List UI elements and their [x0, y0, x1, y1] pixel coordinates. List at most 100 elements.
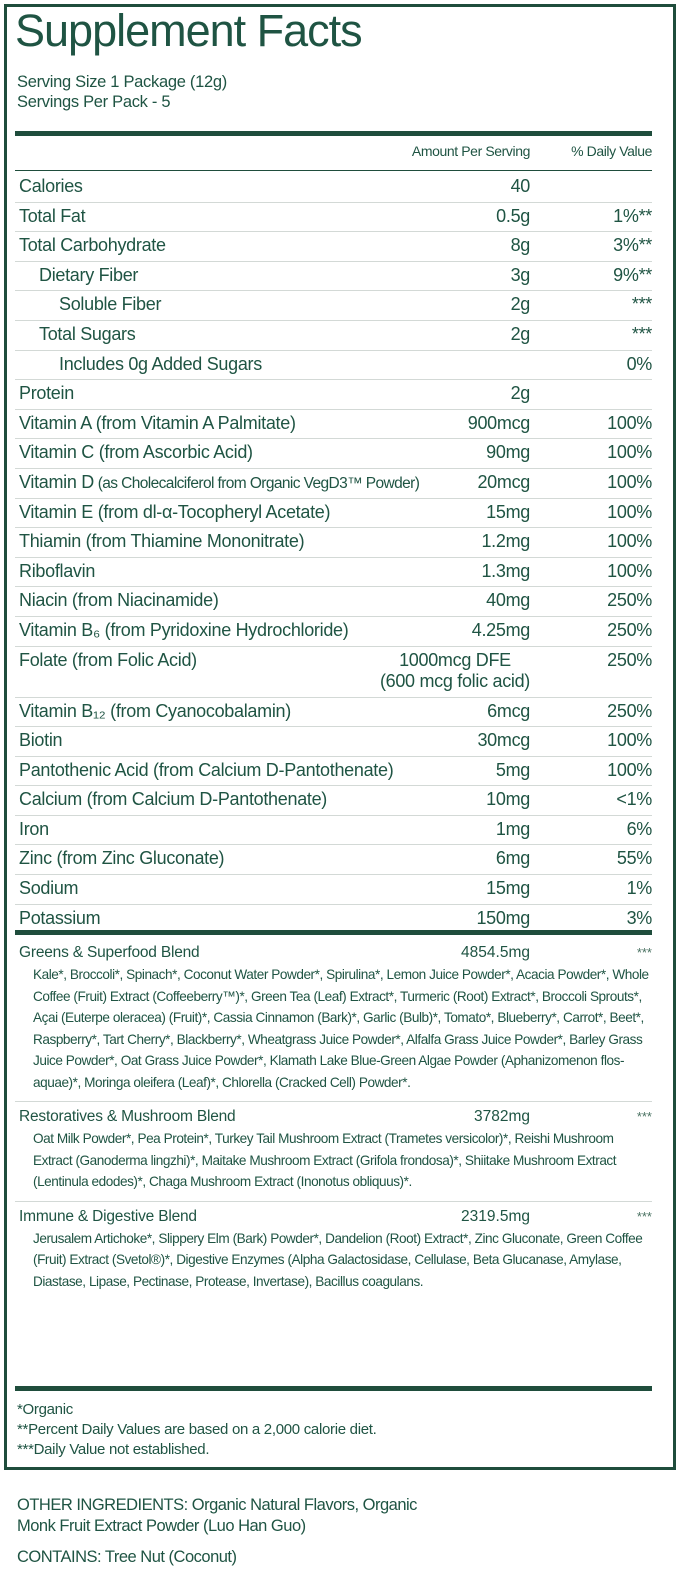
nutrient-row: Protein 2g [15, 380, 652, 410]
nutrient-row: Total Carbohydrate 8g 3%** [15, 232, 652, 262]
nutrient-label: Pantothenic Acid (from Calcium D-Pantoth… [19, 760, 394, 781]
nutrient-label: Iron [19, 819, 49, 840]
nutrient-amount: 150mg [476, 908, 530, 929]
nutrient-amount: 1.2mg [481, 531, 530, 552]
supplement-facts-panel [4, 4, 676, 1470]
amount-value: 15mg [486, 501, 530, 522]
nutrient-amount: 2g [510, 323, 531, 345]
footnote-daily-values: **Percent Daily Values are based on a 2,… [17, 1421, 377, 1438]
daily-value: 100% [607, 442, 652, 463]
thick-divider [15, 930, 652, 935]
nutrient-name: Dietary Fiber [39, 264, 139, 285]
nutrient-amount: 4.25mg [471, 619, 531, 641]
nutrient-name: Folate (from Folic Acid) [19, 649, 197, 670]
blend-ingredients: Kale*, Broccoli*, Spinach*, Coconut Wate… [33, 967, 649, 1090]
amount-value: 4.25mg [471, 619, 531, 640]
amount-value: 2g [510, 323, 531, 344]
nutrient-row: Vitamin A (from Vitamin A Palmitate) 900m… [15, 410, 652, 440]
nutrient-amount: 2g [510, 294, 531, 315]
daily-value: 100% [607, 412, 652, 433]
nutrient-label: Folate (from Folic Acid) [19, 650, 197, 671]
nutrient-amount: 8g [510, 235, 531, 256]
blend-section: Restoratives & Mushroom Blend 3782mg *** Oa… [15, 1102, 652, 1202]
amount-value: 1.3mg [481, 560, 530, 581]
nutrient-label: Sodium [19, 878, 79, 899]
nutrient-row: Vitamin C (from Ascorbic Acid) 90mg 100% [15, 439, 652, 469]
amount-value: 5mg [495, 759, 530, 780]
amount-value: 1mg [495, 818, 530, 839]
nutrient-label: Vitamin B₆ (from Pyridoxine Hydrochlorid… [19, 620, 349, 641]
blend-name: Immune & Digestive Blend [19, 1207, 197, 1225]
nutrient-amount: 40mg [486, 590, 530, 611]
servings-per-pack: Servings Per Pack - 5 [17, 93, 171, 111]
nutrient-row: Dietary Fiber 3g 9%** [15, 262, 652, 292]
daily-value: 0% [626, 353, 653, 374]
nutrient-label: Calories [19, 176, 83, 197]
nutrient-row: Folate (from Folic Acid) 1000mcg DFE (600 … [15, 647, 652, 698]
nutrient-row: Vitamin D (as Cholecalciferol from Organ… [15, 469, 652, 499]
daily-value: 100% [607, 759, 652, 780]
blend-ingredients: Jerusalem Artichoke*, Slippery Elm (Bark… [33, 1230, 643, 1289]
nutrient-label: Protein [19, 383, 74, 404]
nutrient-name: Vitamin A (from Vitamin A Palmitate) [19, 412, 296, 433]
nutrient-row: Total Sugars 2g *** [15, 321, 652, 351]
nutrient-amount: 40 [510, 176, 531, 197]
amount-note: (600 mcg folic acid) [379, 670, 530, 691]
nutrient-label: Total Fat [19, 205, 86, 227]
nutrient-name: Riboflavin [19, 560, 96, 581]
nutrient-label: Vitamin D (as Cholecalciferol from Organ… [19, 471, 420, 493]
daily-value: 100% [607, 531, 652, 552]
daily-value: 9%** [613, 264, 652, 285]
amount-value: 20mcg [477, 471, 530, 492]
amount-value: 8g [510, 235, 531, 256]
daily-value: 1% [626, 878, 653, 899]
nutrient-name: Total Carbohydrate [19, 235, 166, 256]
amount-value: 10mg [486, 789, 530, 810]
nutrient-row: Potassium 150mg 3% [15, 905, 652, 934]
nutrient-row: Calories 40 [15, 173, 652, 203]
nutrient-name: Biotin [19, 730, 63, 751]
amount-per-serving-header: Amount Per Serving [411, 143, 530, 159]
daily-value: 3% [626, 907, 653, 928]
nutrient-amount: 5mg [496, 760, 530, 781]
nutrient-name: Zinc (from Zinc Gluconate) [19, 848, 225, 869]
nutrient-amount: 10mg [486, 789, 530, 810]
nutrient-row: Thiamin (from Thiamine Mononitrate) 1.2mg… [15, 528, 652, 558]
blend-name: Restoratives & Mushroom Blend [19, 1108, 236, 1125]
nutrient-row: Sodium 15mg 1% [15, 875, 652, 905]
nutrient-name: Sodium [19, 878, 79, 899]
blend-section: Immune & Digestive Blend 2319.5mg *** Jerus… [15, 1202, 652, 1301]
nutrient-row: Calcium (from Calcium D-Pantothenate) 10m… [15, 786, 652, 816]
thick-divider [15, 1386, 652, 1391]
daily-value-header: % Daily Value [571, 143, 652, 159]
daily-value: 250% [607, 700, 652, 721]
nutrient-table: Calories 40 Total Fat 0.5g 1%** Total Carbohy… [15, 173, 652, 933]
nutrient-label: Vitamin C (from Ascorbic Acid) [19, 442, 253, 463]
nutrient-amount: 1000mcg DFE (600 mcg folic acid) [380, 650, 530, 692]
blend-amount: 2319.5mg [461, 1207, 530, 1225]
amount-value: 15mg [486, 878, 530, 899]
allergen-statement: CONTAINS: Tree Nut (Coconut) [17, 1548, 237, 1566]
nutrient-amount: 6mg [496, 848, 530, 869]
nutrient-amount: 0.5g [496, 206, 530, 227]
nutrient-amount: 1mg [496, 819, 530, 840]
amount-value: 40 [510, 176, 531, 196]
daily-value: 3%** [613, 235, 652, 256]
amount-value: 30mcg [477, 730, 530, 751]
blend-daily-value: *** [636, 1109, 652, 1124]
amount-value: 1000mcg DFE [399, 649, 511, 670]
amount-value: 40mg [486, 590, 530, 611]
nutrient-name: Total Fat [19, 205, 86, 226]
daily-value: 100% [607, 560, 652, 581]
nutrient-row: Riboflavin 1.3mg 100% [15, 558, 652, 588]
footnote-organic: *Organic [17, 1401, 73, 1418]
amount-value: 0.5g [496, 205, 530, 226]
amount-value: 2g [510, 294, 531, 315]
blend-list: Greens & Superfood Blend 4854.5mg *** Kale*… [15, 938, 652, 1300]
daily-value: <1% [616, 789, 652, 810]
blend-daily-value: *** [636, 945, 652, 960]
daily-value: 1%** [613, 205, 652, 226]
nutrient-label: Total Carbohydrate [19, 235, 166, 256]
nutrient-label: Includes 0g Added Sugars [59, 354, 262, 375]
nutrient-name: Vitamin D [19, 471, 94, 492]
